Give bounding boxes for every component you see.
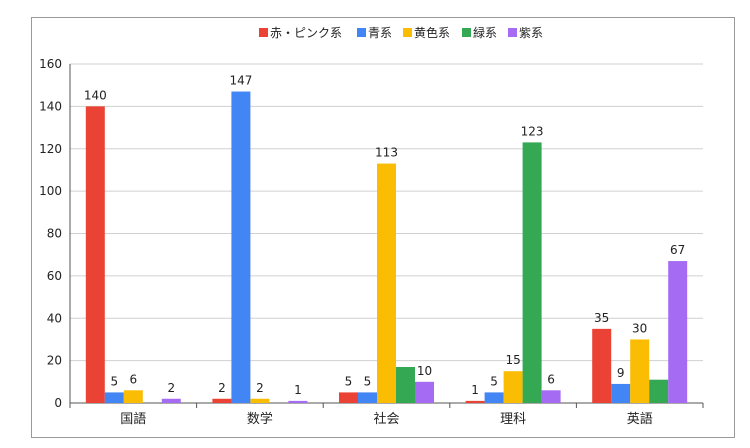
data-label: 5 xyxy=(110,374,118,388)
legend-swatch xyxy=(403,28,412,37)
x-tick-label: 数学 xyxy=(247,411,273,427)
data-label: 67 xyxy=(670,243,685,257)
bar xyxy=(377,163,396,403)
y-tick-label: 80 xyxy=(47,227,62,241)
bar xyxy=(415,381,434,403)
y-tick-label: 20 xyxy=(47,354,62,368)
data-label: 6 xyxy=(129,372,137,386)
data-label: 113 xyxy=(375,146,398,160)
x-tick-label: 理科 xyxy=(500,412,526,427)
data-label: 15 xyxy=(505,353,520,367)
bar xyxy=(161,398,181,403)
legend-label: 紫系 xyxy=(519,26,543,40)
bar xyxy=(503,371,523,403)
bar xyxy=(358,392,377,403)
x-axis: 国語 数学 社会 理科 英語 xyxy=(69,403,704,427)
data-label: 6 xyxy=(547,372,555,386)
data-label: 1 xyxy=(471,383,479,397)
y-tick-label: 140 xyxy=(39,99,62,113)
y-tick-label: 0 xyxy=(54,396,62,410)
bar xyxy=(123,390,143,403)
bar xyxy=(288,400,308,403)
x-tick-label: 国語 xyxy=(120,411,146,427)
bar xyxy=(396,366,415,403)
legend-label: 青系 xyxy=(368,26,392,40)
x-tick-label: 社会 xyxy=(373,411,399,427)
x-tick-label: 英語 xyxy=(627,411,653,427)
bar xyxy=(212,398,232,403)
bar xyxy=(339,392,358,403)
bar xyxy=(484,392,504,403)
bar xyxy=(541,390,561,403)
data-label: 1 xyxy=(294,383,302,397)
y-tick-label: 100 xyxy=(39,184,62,198)
data-label: 35 xyxy=(594,311,609,325)
legend-swatch xyxy=(508,28,517,37)
legend: 赤・ピンク系 青系 黄色系 緑系 紫系 xyxy=(259,25,543,40)
data-label: 123 xyxy=(521,124,544,138)
bar xyxy=(668,261,688,403)
bar xyxy=(250,398,270,403)
bar xyxy=(104,392,124,403)
bar xyxy=(85,106,105,403)
bar xyxy=(592,328,612,403)
y-tick-label: 120 xyxy=(39,142,62,156)
legend-swatch xyxy=(259,28,268,37)
legend-swatch xyxy=(462,28,471,37)
y-tick-label: 40 xyxy=(47,311,62,325)
bar xyxy=(522,142,542,404)
data-label: 140 xyxy=(84,88,107,102)
data-label: 147 xyxy=(229,74,252,88)
y-axis-ticks: 0 20 40 60 80 100 120 140 160 xyxy=(39,57,62,410)
bar xyxy=(630,339,650,403)
data-label: 9 xyxy=(617,366,625,380)
data-label: 10 xyxy=(417,364,432,378)
data-label: 5 xyxy=(490,374,498,388)
data-label: 2 xyxy=(167,381,175,395)
data-label: 2 xyxy=(256,381,264,395)
bars xyxy=(85,91,688,404)
data-label: 2 xyxy=(218,381,226,395)
data-label: 5 xyxy=(364,374,372,388)
data-label: 5 xyxy=(345,374,353,388)
bar xyxy=(611,383,631,403)
legend-label: 緑系 xyxy=(473,25,497,40)
bar xyxy=(649,379,669,403)
bar xyxy=(231,91,251,403)
y-tick-label: 60 xyxy=(47,269,62,283)
legend-swatch xyxy=(357,28,366,37)
y-tick-label: 160 xyxy=(39,57,62,71)
legend-label: 赤・ピンク系 xyxy=(270,26,342,40)
data-label: 30 xyxy=(632,321,647,335)
legend-label: 黄色系 xyxy=(414,26,450,40)
bar xyxy=(465,400,485,403)
